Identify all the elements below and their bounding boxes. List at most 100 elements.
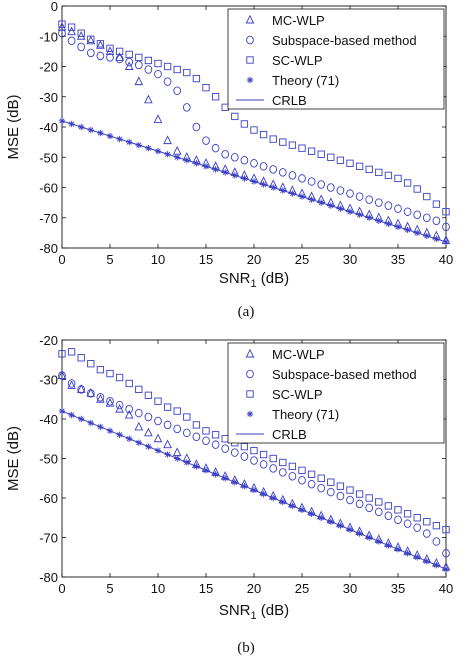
data-point bbox=[221, 103, 229, 111]
data-point bbox=[317, 474, 325, 482]
data-point bbox=[144, 412, 153, 422]
data-point bbox=[432, 537, 441, 546]
data-point bbox=[250, 456, 258, 465]
data-point bbox=[105, 397, 115, 407]
data-point bbox=[202, 84, 210, 92]
data-point bbox=[106, 396, 114, 406]
data-point bbox=[86, 389, 95, 398]
legend-label: Subspace-based method bbox=[272, 33, 417, 48]
data-point bbox=[403, 179, 412, 187]
data-point bbox=[365, 195, 374, 204]
data-point bbox=[67, 36, 76, 46]
x-axis-label: SNR1 (dB) bbox=[219, 602, 289, 622]
data-point bbox=[96, 40, 105, 49]
data-point bbox=[384, 511, 393, 521]
data-point bbox=[413, 210, 422, 219]
data-point bbox=[192, 122, 201, 132]
data-point bbox=[182, 103, 191, 112]
y-tick-label: 0 bbox=[51, 0, 58, 14]
data-point bbox=[288, 462, 297, 471]
data-point bbox=[154, 397, 162, 405]
data-point bbox=[154, 59, 162, 68]
data-point bbox=[202, 427, 210, 435]
data-point bbox=[115, 54, 124, 64]
data-point bbox=[67, 348, 76, 356]
chart-panel-a: 0 5 10 15 20 25 30 35 40 -80 -70 -60 -50 -40 -30 -20 -10… bbox=[5, 0, 453, 320]
data-point bbox=[106, 369, 114, 378]
data-point bbox=[125, 404, 134, 414]
data-point bbox=[432, 216, 441, 226]
data-point bbox=[58, 407, 66, 415]
legend-label: CRLB bbox=[272, 427, 307, 442]
data-point bbox=[326, 183, 335, 192]
data-point bbox=[240, 452, 249, 461]
data-point bbox=[76, 31, 86, 40]
x-tick-label: 0 bbox=[58, 581, 65, 596]
data-point bbox=[355, 499, 364, 509]
data-point bbox=[365, 494, 373, 502]
data-point bbox=[58, 350, 66, 358]
data-point bbox=[240, 120, 249, 128]
data-point bbox=[307, 470, 316, 478]
data-point bbox=[221, 444, 230, 453]
data-point bbox=[96, 393, 105, 402]
legend-swatch-star bbox=[246, 410, 254, 418]
data-point bbox=[182, 428, 191, 438]
legend-box bbox=[227, 342, 445, 444]
data-point bbox=[125, 57, 134, 67]
legend-swatch-triangle bbox=[245, 348, 255, 358]
data-point bbox=[259, 130, 268, 139]
data-point bbox=[96, 365, 105, 374]
data-point bbox=[124, 409, 134, 419]
data-point bbox=[250, 446, 258, 455]
data-point bbox=[336, 491, 345, 501]
data-point bbox=[336, 482, 345, 490]
data-point bbox=[163, 77, 172, 86]
data-point bbox=[317, 180, 326, 189]
data-point bbox=[192, 74, 201, 83]
y-tick-label: -70 bbox=[39, 531, 58, 546]
data-point bbox=[144, 94, 153, 104]
y-tick-label: -50 bbox=[39, 150, 58, 165]
data-point bbox=[288, 171, 297, 180]
data-point bbox=[307, 177, 316, 186]
data-point bbox=[442, 222, 450, 232]
x-tick-label: 25 bbox=[295, 581, 309, 596]
data-point bbox=[87, 360, 95, 368]
data-point bbox=[58, 20, 66, 28]
legend-box bbox=[227, 8, 445, 110]
data-point bbox=[413, 185, 421, 193]
data-point bbox=[355, 192, 364, 201]
y-tick-label: -80 bbox=[39, 570, 58, 585]
y-tick-label: -80 bbox=[39, 241, 58, 256]
data-point bbox=[413, 523, 422, 532]
y-tick-label: -60 bbox=[39, 491, 58, 506]
data-point bbox=[365, 503, 374, 513]
data-point bbox=[326, 487, 335, 497]
data-point bbox=[250, 126, 258, 134]
data-point bbox=[442, 549, 450, 558]
data-point bbox=[154, 416, 162, 426]
data-point bbox=[230, 448, 239, 457]
data-point bbox=[432, 200, 441, 208]
legend: MC-WLP Subspace-based method SC-WLP Theory … bbox=[227, 8, 445, 110]
data-point bbox=[172, 447, 182, 457]
data-point bbox=[298, 174, 306, 183]
data-point bbox=[288, 141, 297, 149]
x-tick-label: 35 bbox=[391, 252, 405, 267]
data-point bbox=[240, 443, 249, 451]
data-point bbox=[346, 486, 354, 494]
data-point bbox=[403, 207, 412, 216]
data-point bbox=[172, 145, 182, 155]
data-point bbox=[432, 522, 441, 530]
data-point bbox=[374, 198, 383, 207]
data-point bbox=[374, 507, 383, 517]
panel-caption: (b) bbox=[237, 640, 255, 656]
data-point bbox=[259, 460, 268, 469]
crlb-line bbox=[61, 410, 447, 570]
legend-label: SC-WLP bbox=[272, 53, 323, 68]
data-point bbox=[86, 48, 95, 58]
data-point bbox=[134, 421, 144, 431]
data-point bbox=[173, 86, 182, 95]
x-tick-label: 20 bbox=[247, 252, 261, 267]
